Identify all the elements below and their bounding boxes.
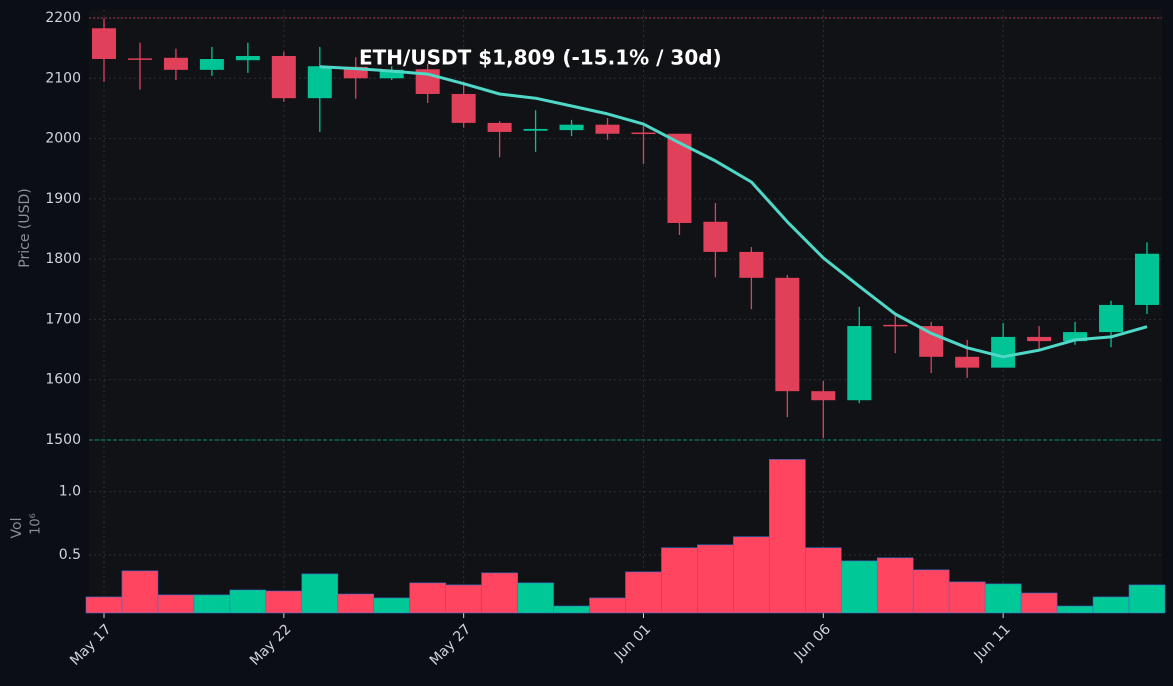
candle-body [955, 356, 980, 368]
y-axis-label: Price (USD) [17, 188, 33, 267]
volume-bar [157, 594, 195, 614]
volume-tick-label: 0.5 [59, 547, 81, 563]
volume-bar [481, 572, 518, 614]
chart-title: ETH/USDT $1,809 (-15.1% / 30d) [359, 46, 722, 70]
candle-body [163, 57, 188, 70]
volume-bar [840, 560, 878, 614]
volume-bar [1020, 592, 1058, 614]
candle-body [343, 66, 368, 79]
candle-body [92, 28, 116, 59]
plot-layer: 150016001700180019002000210022000.51.0Ma… [45, 10, 1166, 669]
volume-bar [1092, 596, 1130, 614]
y-tick-label: 1700 [45, 311, 81, 327]
candle-body [811, 391, 836, 401]
y-tick-label: 1500 [45, 432, 81, 448]
candle-body [1027, 336, 1052, 342]
volume-bar [373, 597, 411, 614]
volume-bar [85, 596, 123, 614]
volume-tick-label: 1.0 [59, 484, 81, 500]
candle-body [1063, 332, 1088, 342]
candle-body [595, 124, 620, 134]
candle-body [703, 221, 728, 252]
volume-bar [912, 569, 950, 614]
candle-body [667, 133, 692, 223]
candle-body [523, 128, 548, 131]
candle-body [379, 69, 404, 79]
candle-body [631, 132, 656, 135]
candle-body [919, 326, 944, 357]
volume-bar [517, 582, 554, 614]
volume-offset-label: 10⁶ [29, 513, 44, 535]
candle-body [847, 326, 872, 401]
volume-bar [769, 459, 806, 614]
candle-body [307, 66, 332, 99]
y-tick-label: 1600 [45, 372, 81, 388]
volume-bar [948, 581, 986, 614]
volume-bar [589, 597, 626, 614]
price-panel [89, 10, 1162, 441]
y-tick-label: 2000 [45, 131, 81, 147]
y-tick-label: 1900 [45, 191, 81, 207]
candle-body [199, 58, 224, 70]
y-tick-label: 2100 [45, 70, 81, 86]
moving-average-line [319, 65, 1148, 359]
candle-body [127, 58, 152, 60]
volume-bar [876, 557, 914, 614]
volume-bar [697, 544, 734, 614]
candle-body [487, 122, 512, 132]
volume-bar [984, 583, 1022, 614]
candle-body [559, 124, 584, 131]
volume-bar [229, 589, 267, 614]
volume-axis-label: Vol [9, 518, 25, 539]
candle-body [991, 336, 1016, 368]
volume-bar [265, 590, 303, 614]
volume-bar [733, 536, 770, 614]
volume-bar [625, 571, 662, 614]
candle-body [235, 55, 260, 61]
volume-bar [661, 547, 698, 614]
y-tick-label: 2200 [45, 10, 81, 26]
volume-bar [553, 605, 590, 614]
candle-body [1135, 253, 1159, 305]
volume-bar [1128, 584, 1166, 614]
volume-bar [805, 547, 842, 614]
volume-bar [445, 584, 482, 614]
y-tick-label: 1800 [45, 251, 81, 267]
volume-bar [337, 593, 375, 614]
candle-body [1099, 304, 1124, 333]
candle-body [271, 55, 296, 99]
candle-body [451, 93, 476, 123]
candle-body [775, 277, 800, 392]
volume-bar [1056, 605, 1094, 614]
volume-bar [409, 582, 446, 614]
volume-bar [301, 573, 339, 614]
candle-body [883, 324, 908, 327]
volume-bar [193, 594, 231, 614]
volume-bar [121, 570, 159, 614]
candle-body [739, 251, 764, 278]
